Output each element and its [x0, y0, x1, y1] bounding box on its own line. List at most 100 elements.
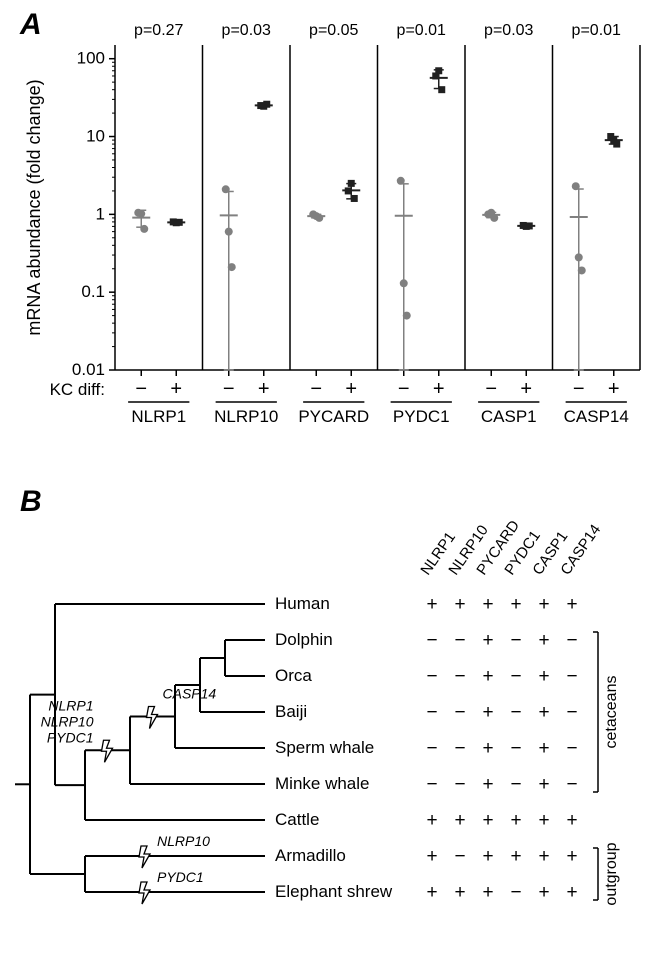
svg-text:PYCARD: PYCARD [298, 407, 369, 426]
svg-text:+: + [566, 846, 577, 867]
svg-text:Armadillo: Armadillo [275, 846, 346, 865]
svg-text:Minke whale: Minke whale [275, 774, 370, 793]
svg-text:+: + [345, 378, 357, 400]
svg-text:+: + [482, 882, 493, 903]
svg-text:−: − [426, 630, 437, 651]
svg-text:−: − [426, 774, 437, 795]
svg-text:KC diff:: KC diff: [50, 380, 105, 399]
svg-text:−: − [510, 666, 521, 687]
svg-text:−: − [454, 774, 465, 795]
svg-text:+: + [538, 630, 549, 651]
svg-text:+: + [482, 702, 493, 723]
svg-text:0.01: 0.01 [72, 360, 105, 379]
svg-text:−: − [310, 378, 322, 400]
svg-text:+: + [482, 810, 493, 831]
svg-text:−: − [485, 378, 497, 400]
svg-text:PYDC1: PYDC1 [393, 407, 450, 426]
svg-text:+: + [482, 666, 493, 687]
svg-text:−: − [135, 378, 147, 400]
svg-text:NLRP10: NLRP10 [214, 407, 278, 426]
svg-text:+: + [538, 846, 549, 867]
svg-text:−: − [510, 882, 521, 903]
svg-text:PYDC1: PYDC1 [47, 729, 94, 745]
svg-text:cetaceans: cetaceans [603, 676, 620, 749]
svg-text:p=0.03: p=0.03 [484, 22, 533, 39]
svg-text:−: − [454, 738, 465, 759]
svg-text:+: + [426, 810, 437, 831]
svg-text:CASP14: CASP14 [564, 407, 629, 426]
svg-text:+: + [426, 846, 437, 867]
svg-text:−: − [454, 702, 465, 723]
svg-text:p=0.01: p=0.01 [572, 22, 621, 39]
svg-text:−: − [510, 702, 521, 723]
svg-text:−: − [223, 378, 235, 400]
svg-text:+: + [426, 594, 437, 615]
panel-a-chart: 0.01 0.1 1 10 100 mRNA abundance (fold change… [0, 0, 666, 470]
svg-text:p=0.03: p=0.03 [222, 22, 271, 39]
svg-text:CASP14: CASP14 [163, 686, 217, 702]
svg-text:PYDC1: PYDC1 [157, 869, 204, 885]
svg-text:Sperm whale: Sperm whale [275, 738, 374, 757]
svg-text:+: + [482, 846, 493, 867]
svg-text:p=0.05: p=0.05 [309, 22, 358, 39]
svg-text:−: − [566, 630, 577, 651]
svg-text:+: + [566, 594, 577, 615]
svg-text:+: + [538, 810, 549, 831]
svg-text:+: + [510, 846, 521, 867]
svg-text:−: − [510, 774, 521, 795]
svg-text:NLRP10: NLRP10 [41, 713, 94, 729]
svg-text:+: + [520, 378, 532, 400]
svg-text:+: + [510, 810, 521, 831]
svg-text:+: + [538, 666, 549, 687]
svg-text:NLRP10: NLRP10 [157, 833, 210, 849]
svg-text:+: + [538, 702, 549, 723]
svg-text:−: − [566, 774, 577, 795]
svg-text:+: + [538, 774, 549, 795]
svg-text:Orca: Orca [275, 666, 312, 685]
svg-text:+: + [482, 738, 493, 759]
svg-text:+: + [482, 630, 493, 651]
svg-text:+: + [482, 594, 493, 615]
svg-text:−: − [426, 666, 437, 687]
svg-text:1: 1 [96, 204, 105, 223]
svg-text:CASP1: CASP1 [481, 407, 537, 426]
svg-text:+: + [538, 594, 549, 615]
svg-text:−: − [510, 738, 521, 759]
svg-text:−: − [426, 702, 437, 723]
svg-text:+: + [482, 774, 493, 795]
svg-text:p=0.01: p=0.01 [397, 22, 446, 39]
svg-text:−: − [566, 702, 577, 723]
svg-text:CASP14: CASP14 [557, 521, 604, 578]
svg-text:+: + [454, 594, 465, 615]
svg-text:NLRP1: NLRP1 [48, 697, 93, 713]
svg-text:Elephant shrew: Elephant shrew [275, 882, 393, 901]
svg-text:−: − [454, 666, 465, 687]
svg-text:−: − [398, 378, 410, 400]
svg-text:+: + [608, 378, 620, 400]
svg-text:+: + [566, 882, 577, 903]
panel-b-tree: NLRP1NLRP10PYCARDPYDC1CASP1CASP14Human++… [0, 490, 666, 960]
svg-text:outgroup: outgroup [603, 842, 620, 905]
svg-text:+: + [454, 810, 465, 831]
svg-text:+: + [426, 882, 437, 903]
svg-text:NLRP1: NLRP1 [131, 407, 186, 426]
svg-text:p=0.27: p=0.27 [134, 22, 183, 39]
svg-text:0.1: 0.1 [81, 282, 105, 301]
svg-text:+: + [566, 810, 577, 831]
svg-text:−: − [454, 630, 465, 651]
svg-text:+: + [433, 378, 445, 400]
svg-text:10: 10 [86, 127, 105, 146]
svg-text:+: + [538, 882, 549, 903]
svg-text:−: − [454, 846, 465, 867]
svg-text:Dolphin: Dolphin [275, 630, 333, 649]
svg-text:100: 100 [77, 49, 105, 68]
svg-text:+: + [170, 378, 182, 400]
svg-text:+: + [454, 882, 465, 903]
svg-text:+: + [258, 378, 270, 400]
figure-container: A 0.010.1110100mRNA abundance (fold chan… [0, 0, 666, 970]
svg-text:−: − [566, 738, 577, 759]
svg-text:Human: Human [275, 594, 330, 613]
svg-text:Baiji: Baiji [275, 702, 307, 721]
svg-text:−: − [566, 666, 577, 687]
svg-text:mRNA abundance (fold change): mRNA abundance (fold change) [24, 79, 44, 335]
